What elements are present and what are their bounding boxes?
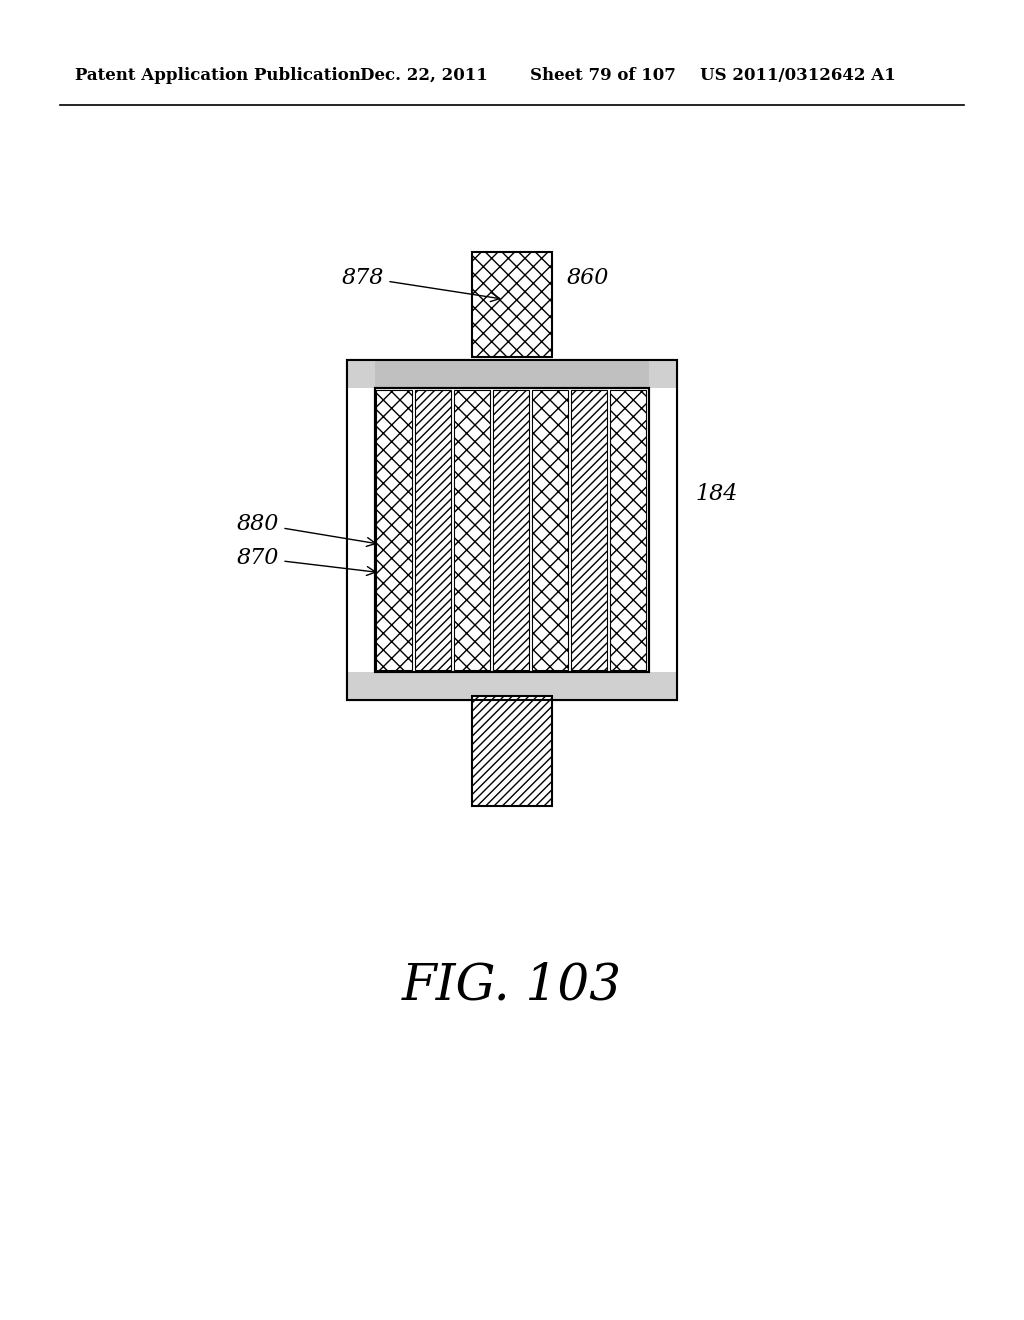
Bar: [493, 389, 529, 671]
Bar: [415, 389, 451, 671]
Text: US 2011/0312642 A1: US 2011/0312642 A1: [700, 67, 896, 84]
Bar: [347, 360, 677, 700]
Text: 878: 878: [342, 267, 500, 302]
Bar: [375, 388, 649, 672]
Text: 870: 870: [237, 546, 376, 576]
Text: Dec. 22, 2011: Dec. 22, 2011: [360, 67, 487, 84]
Text: Patent Application Publication: Patent Application Publication: [75, 67, 360, 84]
Text: 184: 184: [695, 483, 737, 506]
Text: FIG. 103: FIG. 103: [402, 961, 622, 1011]
Text: 860: 860: [567, 267, 609, 289]
Bar: [347, 360, 677, 388]
Bar: [375, 360, 649, 388]
Bar: [375, 388, 649, 672]
Text: 880: 880: [237, 513, 376, 546]
Bar: [347, 360, 375, 700]
Bar: [347, 360, 677, 700]
Bar: [649, 360, 677, 700]
Bar: [472, 252, 552, 356]
Bar: [610, 389, 646, 671]
Bar: [376, 389, 412, 671]
Bar: [532, 389, 568, 671]
Bar: [454, 389, 490, 671]
Bar: [571, 389, 607, 671]
Text: Sheet 79 of 107: Sheet 79 of 107: [530, 67, 676, 84]
Bar: [347, 672, 677, 700]
Bar: [472, 696, 552, 807]
